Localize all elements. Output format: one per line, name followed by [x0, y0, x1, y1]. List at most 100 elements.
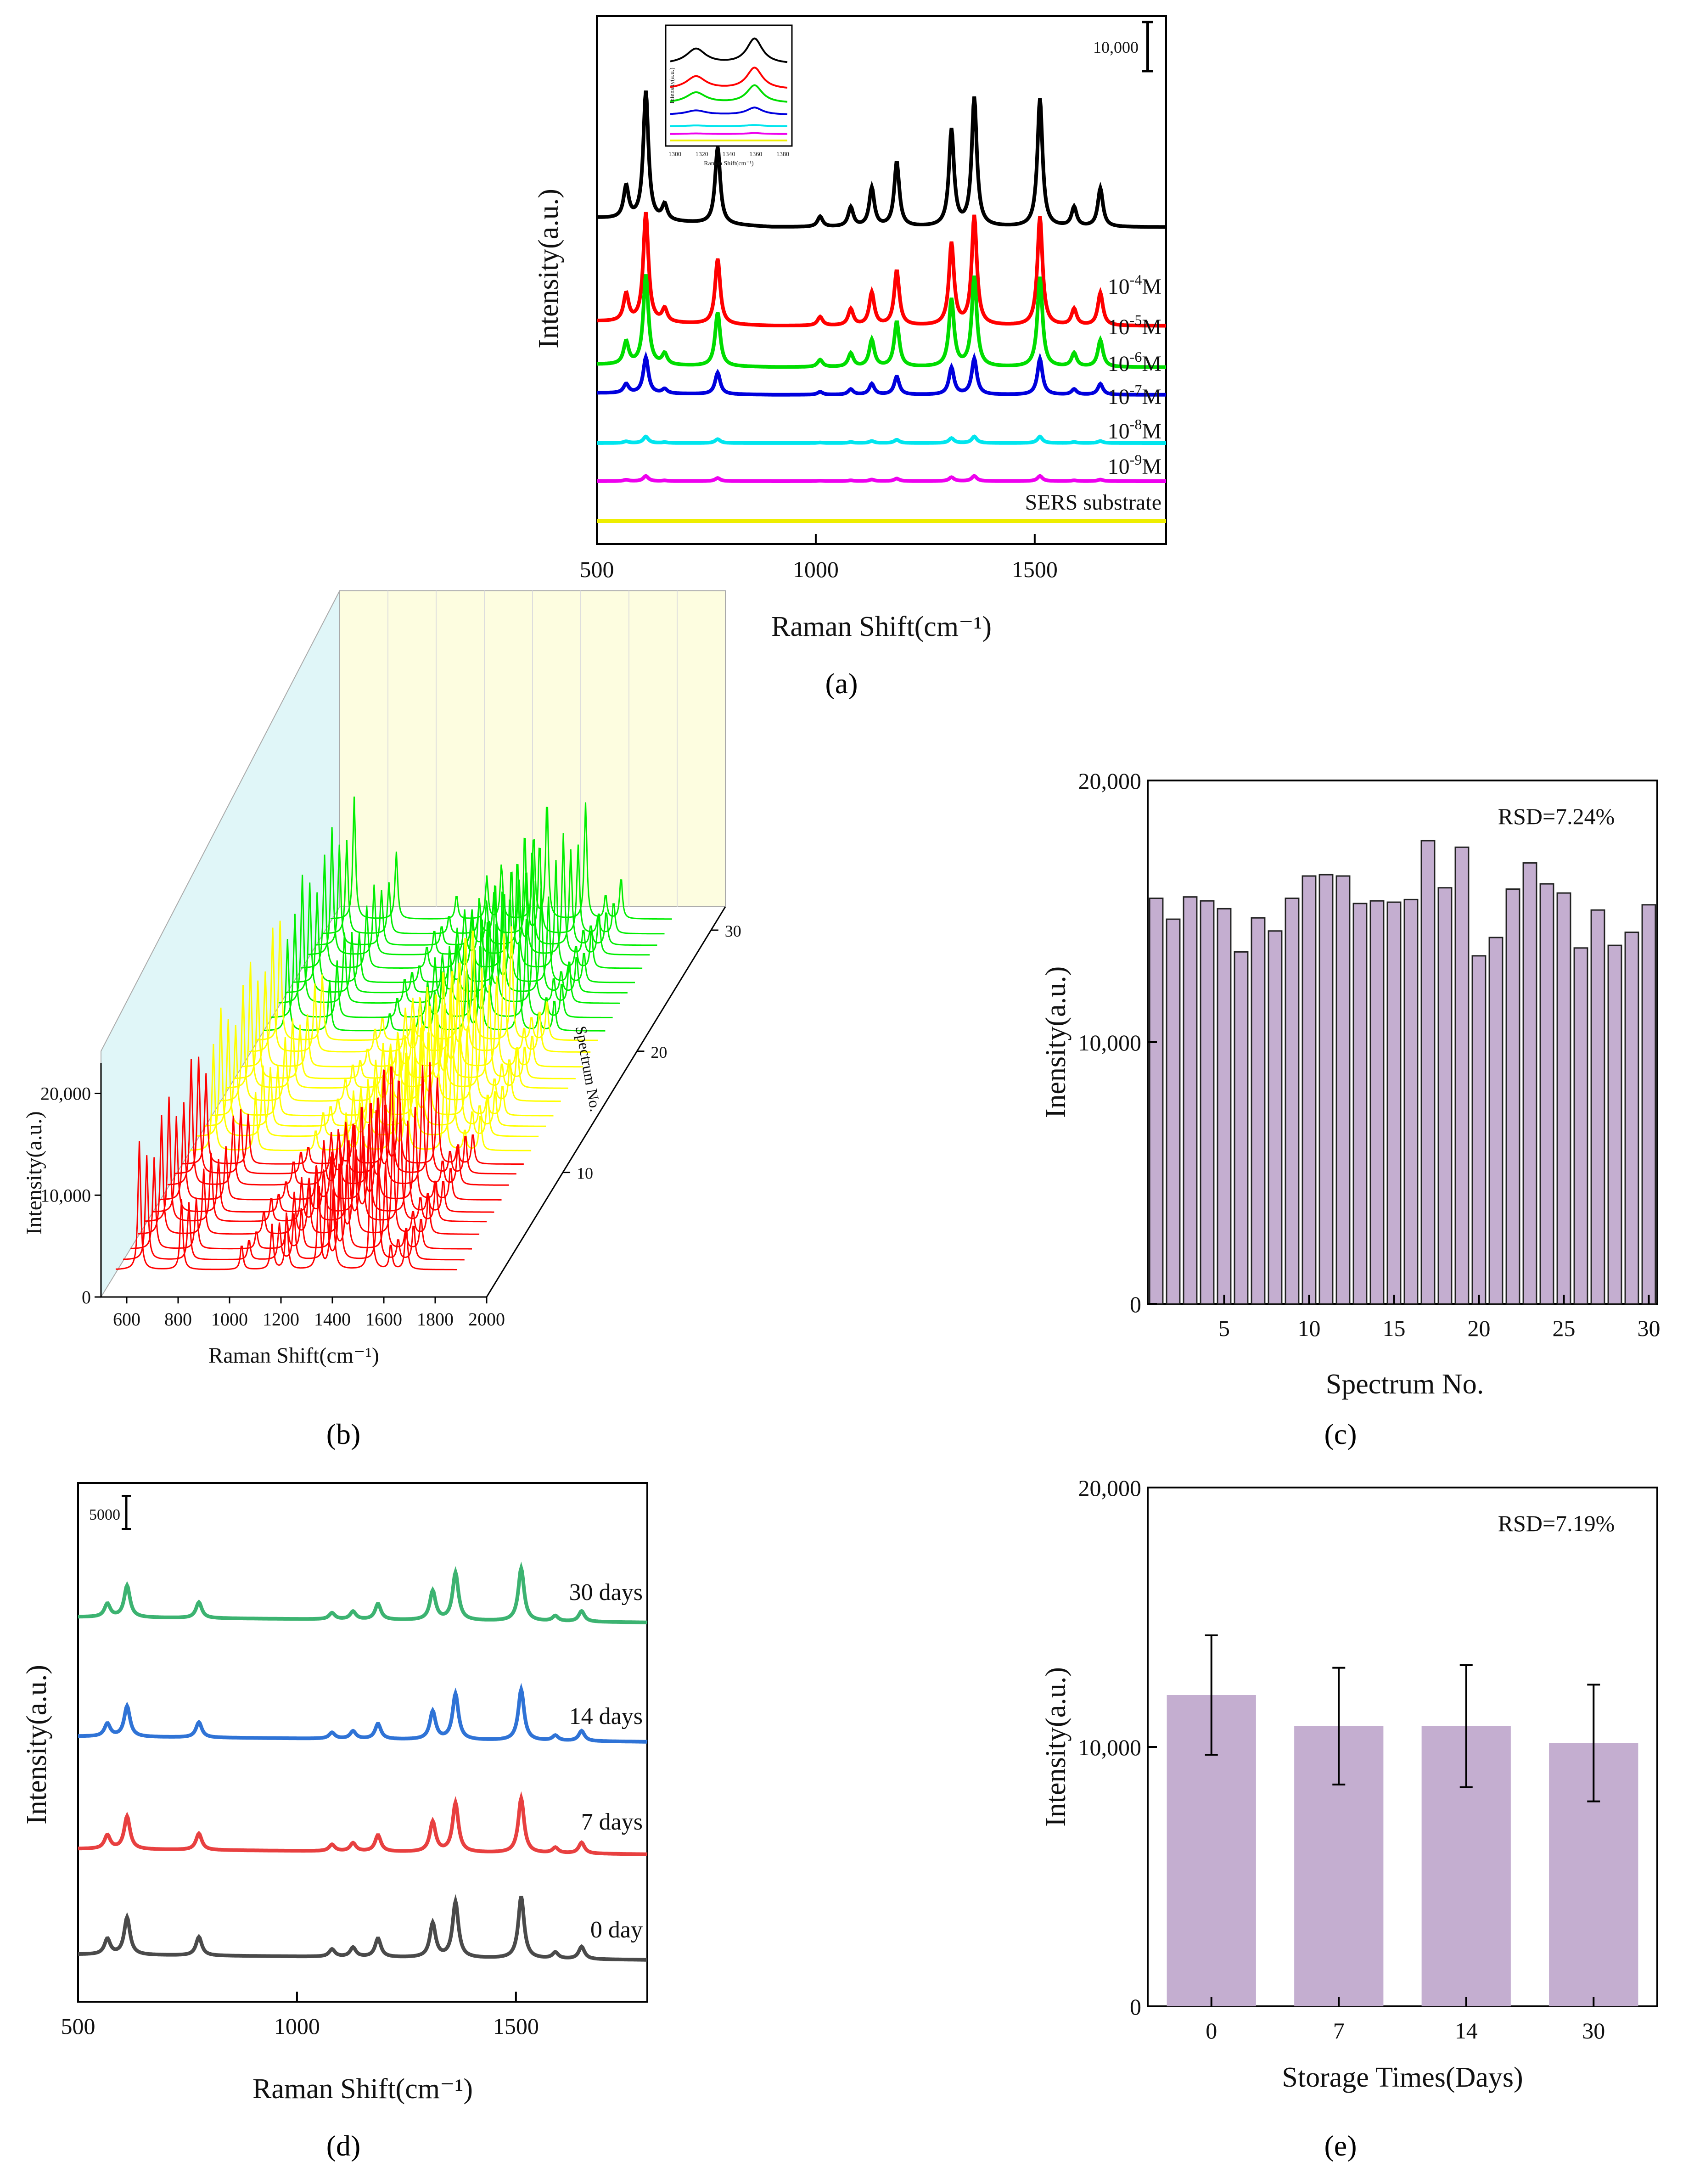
- panel-d-x-tick-label: 1000: [274, 2013, 320, 2039]
- panel-b-z-label: Spectrum No.: [572, 1025, 604, 1113]
- panel-a-legend-label: SERS substrate: [1025, 490, 1161, 515]
- panel-c-bar: [1200, 900, 1215, 1305]
- panel-b-y-label: Intensity(a.u.): [22, 1111, 46, 1235]
- panel-a-inset-tick-label: 1360: [749, 151, 762, 158]
- panel-b-spectrum-line: [234, 980, 576, 1079]
- panel-a-scale-label: 10,000: [1093, 38, 1139, 56]
- panel-a-inset-tick-label: 1300: [668, 151, 681, 158]
- panel-d: 30 days 14 days 7 days 0 day 5000 500 1000 15…: [21, 1482, 648, 2162]
- panel-c-bar: [1522, 862, 1537, 1305]
- panel-b-spectrum-line: [182, 1073, 524, 1165]
- panel-d-y-label: Intensity(a.u.): [21, 1665, 52, 1825]
- panel-c-bar: [1285, 898, 1300, 1305]
- panel-e-x-tick-label: 0: [1206, 2018, 1217, 2044]
- panel-a-inset-series-line: [670, 37, 788, 63]
- panel-a: 10-4M 10-5M 10-6M 10-7M 10-8M 10-9M SERS subst…: [533, 15, 1167, 700]
- panel-c-x-tick-label: 10: [1298, 1315, 1321, 1341]
- panel-c-bar: [1251, 917, 1266, 1305]
- panel-d-series-line: [78, 1791, 648, 1856]
- panel-b: 600 800 1000 1200 1400 1600 1800 2000 0 10,000 20,…: [22, 590, 741, 1450]
- panel-b-x-tick-label: 1400: [314, 1309, 351, 1330]
- panel-c-bar: [1590, 909, 1605, 1305]
- panel-a-y-label: Intensity(a.u.): [533, 189, 564, 348]
- panel-c-bar: [1403, 898, 1419, 1305]
- panel-c-bar: [1268, 930, 1283, 1305]
- panel-e-y-tick-label: 20,000: [1078, 1475, 1142, 1501]
- panel-d-x-tick-label: 1500: [493, 2013, 539, 2039]
- panel-a-legend-label: 10-7M: [1108, 382, 1161, 409]
- panel-c-bar: [1624, 932, 1639, 1305]
- panel-a-inset-series-line: [670, 132, 787, 135]
- panel-a-x-tick-label: 1000: [793, 556, 839, 582]
- panel-c-x-tick-label: 30: [1638, 1315, 1661, 1341]
- panel-b-x-tick-label: 2000: [468, 1309, 505, 1330]
- panel-a-inset-x-label: Raman Shift(cm⁻¹): [704, 160, 754, 167]
- panel-a-legend-label: 10-5M: [1108, 312, 1161, 339]
- panel-b-spectrum-line: [130, 1157, 472, 1250]
- panel-a-series-line: [596, 274, 1166, 369]
- panel-c-y-tick-label: 0: [1130, 1291, 1141, 1317]
- panel-a-inset-series-line: [670, 124, 787, 127]
- panel-c-bar: [1573, 947, 1588, 1305]
- panel-c-bar: [1234, 951, 1249, 1305]
- panel-b-spectrum-line: [212, 1025, 554, 1117]
- panel-d-x-label: Raman Shift(cm⁻¹): [252, 2073, 473, 2105]
- panel-c-bar: [1437, 887, 1453, 1305]
- panel-a-legend-label: 10-6M: [1108, 348, 1161, 376]
- panel-b-spectrum-line: [175, 1056, 516, 1175]
- panel-e-label: (e): [1324, 2129, 1357, 2162]
- panel-c-bar: [1505, 888, 1520, 1305]
- panel-e-y-tick-label: 10,000: [1078, 1735, 1142, 1760]
- panel-c-bar: [1641, 904, 1656, 1305]
- panel-c-y-tick-label: 20,000: [1078, 768, 1142, 794]
- panel-b-label: (b): [326, 1418, 361, 1450]
- panel-d-x-tick-label: 500: [61, 2013, 95, 2039]
- panel-a-series-line: [597, 474, 1166, 483]
- panel-c-bar: [1420, 840, 1436, 1305]
- panel-a-legend-label: 10-8M: [1108, 416, 1161, 444]
- panel-c-bar: [1302, 875, 1317, 1305]
- panel-b-spectrum-line: [315, 844, 657, 946]
- panel-a-series-line: [597, 351, 1166, 397]
- panel-b-x-tick-label: 1200: [263, 1309, 299, 1330]
- panel-d-legend-label: 14 days: [569, 1703, 643, 1729]
- panel-b-z-axis: [486, 906, 726, 1297]
- panel-b-spectrum-line: [152, 1116, 494, 1213]
- panel-b-spectrum-line: [264, 938, 606, 1032]
- panel-b-y-tick-label: 0: [82, 1287, 91, 1308]
- panel-a-inset-tick-label: 1380: [776, 151, 789, 158]
- panel-d-series-line: [78, 1561, 648, 1624]
- panel-c-x-tick-label: 5: [1218, 1315, 1230, 1341]
- panel-c-y-label: Inensity(a.u.): [1040, 966, 1072, 1118]
- panel-c-x-tick-label: 20: [1468, 1315, 1491, 1341]
- panel-a-series-line: [597, 212, 1166, 328]
- panel-e-x-label: Storage Times(Days): [1282, 2062, 1523, 2093]
- panel-a-plot-frame: [596, 15, 1167, 545]
- panel-a-legend-label: 10-4M: [1108, 271, 1161, 299]
- panel-c-bar: [1149, 898, 1164, 1305]
- panel-c-bar: [1369, 900, 1385, 1305]
- panel-b-spectrum-line: [293, 892, 635, 983]
- panel-b-x-label: Raman Shift(cm⁻¹): [208, 1343, 379, 1368]
- panel-b-x-tick-label: 600: [113, 1309, 140, 1330]
- panel-c: 5 10 15 20 25 30 0 10,000 20,000 RSD=7.24% Spect…: [1040, 768, 1661, 1450]
- panel-a-series-line: [597, 434, 1166, 445]
- panel-b-spectrum-line: [204, 1019, 546, 1127]
- panel-e-x-tick-label: 14: [1455, 2018, 1478, 2044]
- panel-c-bar: [1488, 937, 1503, 1305]
- panel-d-label: (d): [326, 2129, 361, 2162]
- panel-b-z-tick-label: 20: [651, 1043, 667, 1061]
- panel-b-spectrum-line: [256, 921, 598, 1041]
- panel-c-bar: [1166, 918, 1181, 1305]
- panel-a-inset-series-line: [670, 107, 788, 115]
- panel-c-bar: [1386, 901, 1402, 1305]
- panel-b-y-tick-label: 20,000: [40, 1084, 91, 1104]
- panel-a-inset-y-label: Intensity(a.u.): [669, 67, 676, 104]
- panel-d-series-line: [78, 1894, 647, 1962]
- panel-a-inset-tick-label: 1340: [723, 151, 735, 158]
- panel-c-x-label: Spectrum No.: [1326, 1369, 1484, 1400]
- panel-b-x-tick-label: 1000: [211, 1309, 248, 1330]
- panel-e-y-tick-label: 0: [1130, 1994, 1141, 2020]
- panel-e: 0 7 14 30 0 10,000 20,000 RSD=7.19% Storage Ti…: [1040, 1475, 1658, 2162]
